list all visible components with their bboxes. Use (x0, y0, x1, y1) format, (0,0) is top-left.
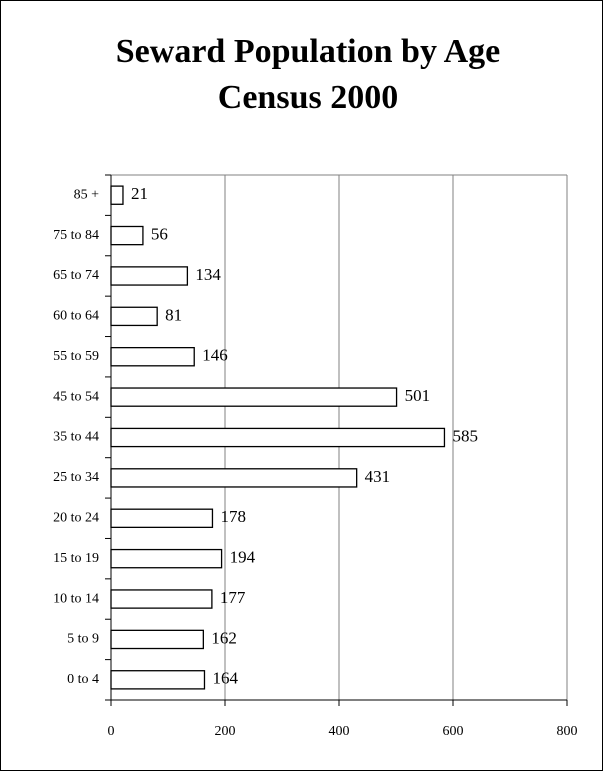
value-label: 134 (195, 265, 221, 284)
value-label: 81 (165, 305, 182, 324)
value-label: 177 (220, 588, 246, 607)
bar (110, 387, 398, 407)
y-tick-label: 25 to 34 (53, 470, 99, 485)
y-tick-label: 20 to 24 (53, 510, 99, 525)
y-tick-label: 35 to 44 (53, 430, 99, 445)
value-label: 164 (212, 669, 238, 688)
bar (110, 589, 213, 609)
value-label: 431 (365, 467, 391, 486)
y-tick-label: 5 to 9 (67, 632, 99, 647)
y-tick-label: 10 to 14 (53, 591, 99, 606)
x-tick-label: 400 (329, 724, 350, 739)
value-label: 146 (202, 346, 228, 365)
value-label: 162 (211, 628, 237, 647)
y-tick-label: 60 to 64 (53, 309, 99, 324)
value-label: 178 (220, 507, 246, 526)
x-tick-label: 200 (215, 724, 236, 739)
bar (110, 427, 446, 448)
x-tick-label: 800 (557, 724, 578, 739)
bar (110, 508, 214, 529)
bar (110, 548, 223, 569)
y-tick-label: 0 to 4 (67, 672, 99, 687)
value-label: 56 (151, 224, 168, 243)
bar (110, 225, 144, 246)
x-tick-label: 600 (443, 724, 464, 739)
bar (110, 346, 195, 367)
bar (110, 670, 206, 690)
x-tick-label: 0 (108, 724, 115, 739)
y-tick-label: 85 + (74, 187, 100, 202)
bar (110, 185, 124, 205)
y-tick-label: 45 to 54 (53, 389, 99, 404)
value-label: 501 (405, 386, 431, 405)
bar (110, 629, 204, 650)
bar (110, 266, 189, 286)
bar (110, 306, 158, 327)
y-tick-label: 55 to 59 (53, 349, 99, 364)
bar (110, 468, 358, 488)
value-label: 194 (230, 548, 256, 567)
chart-title: Seward Population by Age (116, 33, 500, 70)
y-tick-label: 65 to 74 (53, 268, 99, 283)
value-label: 21 (131, 184, 148, 203)
chart-subtitle: Census 2000 (218, 79, 398, 116)
value-label: 585 (452, 426, 478, 445)
y-tick-label: 75 to 84 (53, 228, 99, 243)
y-tick-label: 15 to 19 (53, 551, 99, 566)
